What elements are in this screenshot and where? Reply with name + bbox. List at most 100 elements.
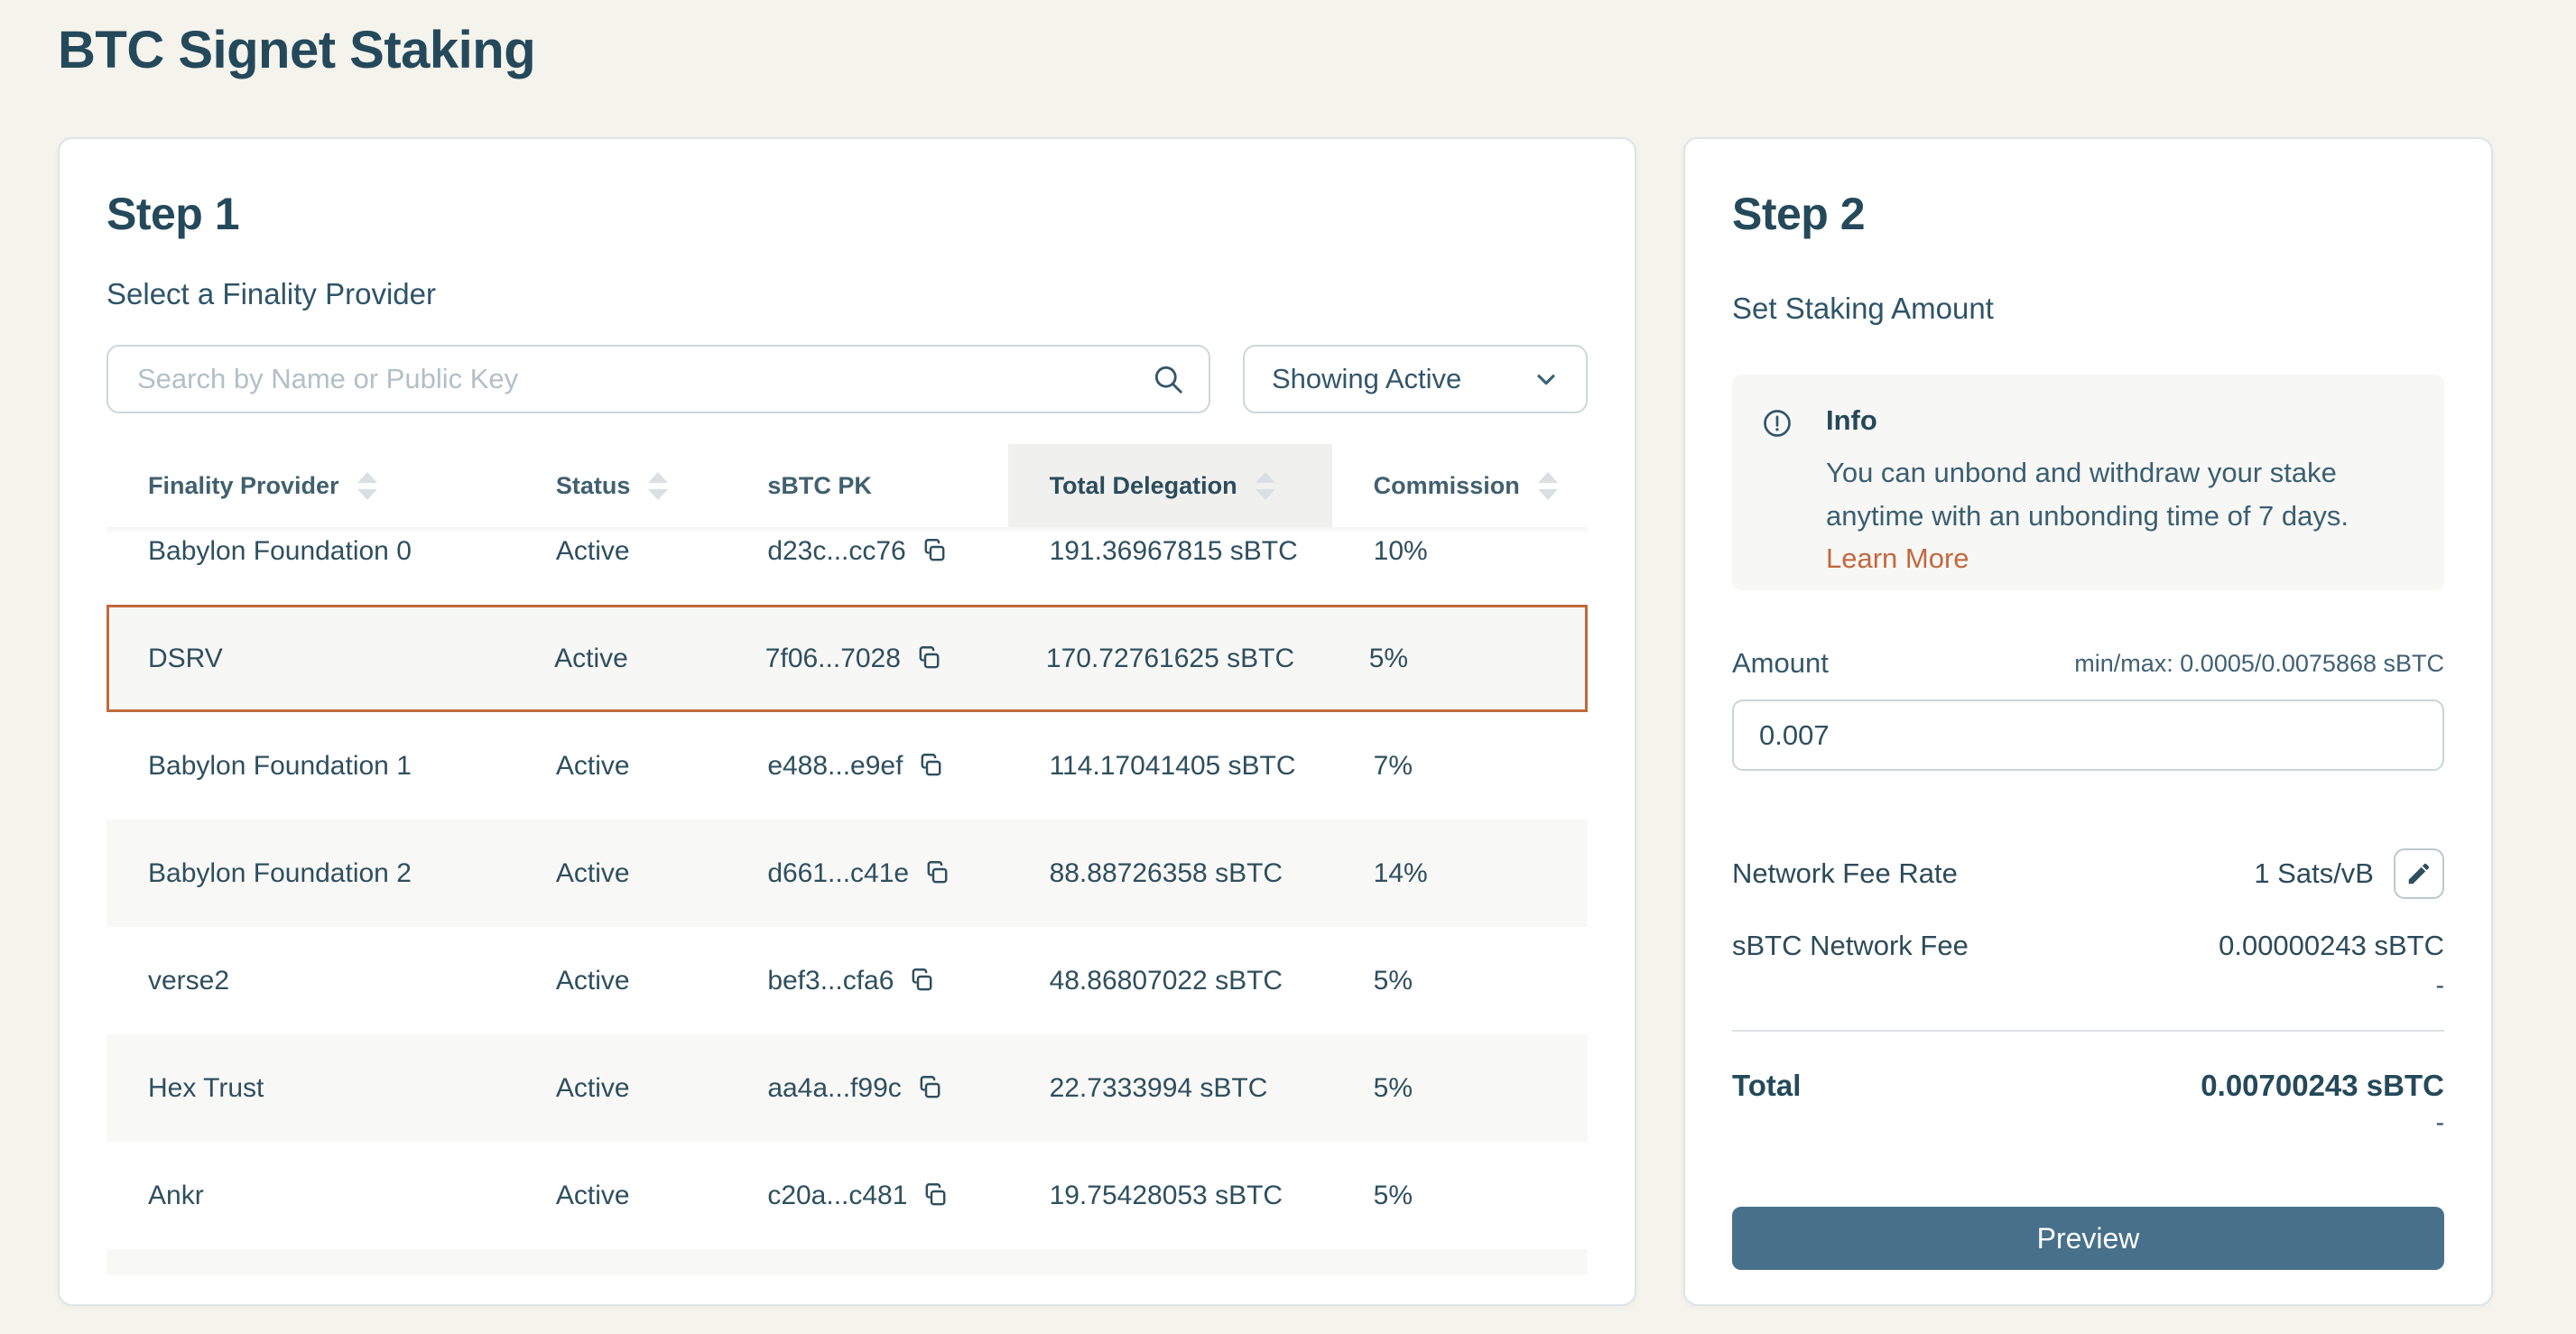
preview-button[interactable]: Preview [1732,1207,2444,1270]
total-sub: - [2435,1108,2444,1136]
column-label: Finality Provider [148,471,339,499]
info-title: Info [1826,404,1877,436]
copy-icon[interactable] [916,1074,944,1102]
provider-commission: 7% [1373,750,1413,781]
copy-icon[interactable] [908,967,936,995]
table-row-partial [107,1249,1588,1275]
network-fee-rate-label: Network Fee Rate [1732,857,1958,889]
copy-icon[interactable] [917,752,945,780]
provider-status: Active [555,1072,630,1103]
provider-name: Babylon Foundation 2 [148,857,412,888]
table-row[interactable]: Babylon Foundation 0 Active d23c...cc76 … [107,527,1588,605]
provider-pk: d661...c41e [767,857,910,888]
status-filter-label: Showing Active [1272,363,1462,394]
column-header-sbtc-pk: sBTC PK [726,444,1007,527]
table-row[interactable]: DSRV Active 7f06...7028 170.72761625 sBT… [107,605,1588,712]
provider-pk: e488...e9ef [767,750,903,781]
column-label: Status [555,471,631,499]
provider-delegation: 88.88726358 sBTC [1049,857,1283,888]
provider-name: Babylon Foundation 0 [148,535,412,566]
provider-pk: 7f06...7028 [764,643,901,673]
provider-status: Active [554,643,628,673]
step2-card: Step 2 Set Staking Amount Info You can u… [1683,137,2493,1306]
sbtc-network-fee-sub: - [2435,971,2444,999]
provider-status: Active [555,857,630,888]
status-filter-dropdown[interactable]: Showing Active [1243,345,1588,413]
provider-commission: 5% [1368,643,1409,673]
step1-title: Step 1 [107,189,240,239]
provider-commission: 10% [1373,535,1428,566]
search-filter-row: Showing Active [107,345,1588,413]
info-body: You can unbond and withdraw your stake a… [1826,457,2349,532]
provider-delegation: 19.75428053 sBTC [1049,1180,1283,1210]
column-header-finality-provider[interactable]: Finality Provider [107,444,514,527]
copy-icon[interactable] [921,537,949,565]
table-row[interactable]: verse2 Active bef3...cfa6 48.86807022 sB… [107,927,1588,1034]
provider-delegation: 114.17041405 sBTC [1049,750,1296,781]
column-header-status[interactable]: Status [514,444,726,527]
sort-icon[interactable] [1255,471,1275,500]
provider-delegation: 170.72761625 sBTC [1045,643,1295,673]
provider-pk: bef3...cfa6 [767,965,894,996]
provider-status: Active [555,1180,630,1210]
edit-fee-rate-button[interactable] [2394,848,2444,899]
provider-delegation: 48.86807022 sBTC [1049,965,1283,996]
page-title: BTC Signet Staking [58,21,536,79]
pencil-icon [2405,860,2432,887]
column-header-total-delegation[interactable]: Total Delegation [1007,444,1332,527]
search-box [107,345,1210,413]
sort-icon[interactable] [648,471,669,500]
search-icon [1151,362,1185,396]
sort-icon[interactable] [357,471,377,500]
table-row[interactable]: Hex Trust Active aa4a...f99c 22.7333994 … [107,1034,1588,1142]
provider-name: Hex Trust [148,1072,264,1103]
provider-pk: c20a...c481 [767,1180,908,1210]
info-icon [1761,407,1793,444]
provider-status: Active [555,750,630,781]
column-label: sBTC PK [767,471,872,499]
info-box: Info You can unbond and withdraw your st… [1732,375,2444,590]
learn-more-link[interactable]: Learn More [1826,542,1969,574]
amount-input[interactable] [1732,699,2444,771]
provider-name: DSRV [148,643,223,673]
step1-subtitle: Select a Finality Provider [107,277,436,310]
step2-subtitle: Set Staking Amount [1732,292,1994,325]
network-fee-rate-value: 1 Sats/vB [2254,857,2374,889]
column-header-commission[interactable]: Commission [1332,444,1588,527]
copy-icon[interactable] [923,859,951,887]
column-label: Total Delegation [1049,471,1237,499]
provider-name: verse2 [148,965,230,996]
provider-delegation: 191.36967815 sBTC [1049,535,1298,566]
amount-header-row: Amount min/max: 0.0005/0.0075868 sBTC [1732,644,2444,682]
provider-commission: 5% [1373,965,1413,996]
step2-title: Step 2 [1732,189,1866,239]
chevron-down-icon [1532,365,1561,394]
table-row[interactable]: Ankr Active c20a...c481 19.75428053 sBTC… [107,1142,1588,1249]
provider-name: Ankr [148,1180,204,1210]
step1-card: Step 1 Select a Finality Provider Showin… [58,137,1636,1306]
provider-table-scroll-area[interactable]: Babylon Foundation 0 Active d23c...cc76 … [107,527,1588,1278]
copy-icon[interactable] [915,644,943,672]
sbtc-network-fee-row: sBTC Network Fee 0.00000243 sBTC [1732,926,2444,966]
provider-delegation: 22.7333994 sBTC [1049,1072,1268,1103]
network-fee-rate-row: Network Fee Rate 1 Sats/vB [1732,848,2444,899]
search-input[interactable] [112,363,1151,395]
table-header: Finality Provider Status sBTC PK Total D… [107,444,1588,527]
total-row: Total 0.00700243 sBTC [1732,1066,2444,1106]
copy-icon[interactable] [922,1181,950,1209]
sort-icon[interactable] [1537,471,1558,500]
provider-pk: aa4a...f99c [767,1072,902,1103]
provider-name: Babylon Foundation 1 [148,750,412,781]
sbtc-network-fee-value: 0.00000243 sBTC [2219,930,2444,961]
table-row[interactable]: Babylon Foundation 1 Active e488...e9ef … [107,712,1588,820]
sbtc-network-fee-label: sBTC Network Fee [1732,930,1969,961]
total-label: Total [1732,1069,1802,1102]
divider [1732,1030,2444,1032]
provider-commission: 5% [1373,1180,1413,1210]
amount-label: Amount [1732,647,1829,679]
column-label: Commission [1373,471,1520,499]
total-value: 0.00700243 sBTC [2201,1069,2444,1102]
provider-pk: d23c...cc76 [767,535,906,566]
table-row[interactable]: Babylon Foundation 2 Active d661...c41e … [107,820,1588,927]
